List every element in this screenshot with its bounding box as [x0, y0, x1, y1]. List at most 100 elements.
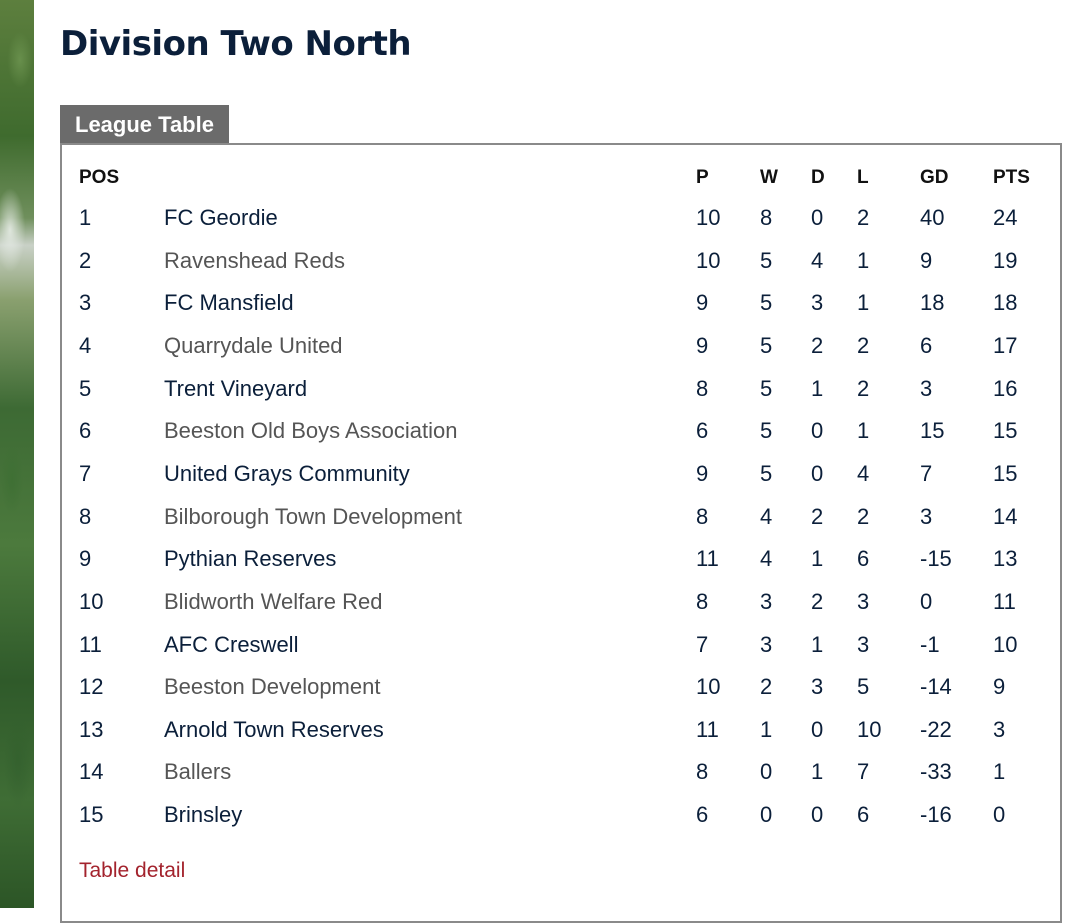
- header-drawn: D: [811, 167, 825, 188]
- cell-drawn: 3: [811, 674, 824, 700]
- cell-drawn: 1: [811, 631, 824, 657]
- cell-lost: 2: [857, 503, 870, 529]
- table-row: 9 Pythian Reserves 11 4 1 6 -15 13: [62, 544, 1060, 574]
- header-pos: POS: [79, 167, 120, 188]
- table-row: 13 Arnold Town Reserves 11 1 0 10 -22 3: [62, 715, 1060, 745]
- cell-points: 11: [993, 588, 1016, 614]
- cell-won: 4: [760, 503, 773, 529]
- cell-won: 2: [760, 674, 773, 700]
- cell-pos: 12: [79, 674, 104, 700]
- header-points: PTS: [993, 167, 1030, 188]
- cell-played: 9: [696, 290, 709, 316]
- table-row: 10 Blidworth Welfare Red 8 3 2 3 0 11: [62, 587, 1060, 617]
- cell-points: 16: [993, 375, 1018, 401]
- cell-won: 5: [760, 290, 773, 316]
- cell-drawn: 1: [811, 759, 824, 785]
- cell-team: AFC Creswell: [164, 631, 299, 657]
- cell-goal-difference: 40: [920, 205, 945, 230]
- cell-team: Trent Vineyard: [164, 375, 308, 401]
- cell-team: Arnold Town Reserves: [164, 716, 384, 742]
- cell-won: 1: [760, 716, 773, 742]
- cell-goal-difference: -1: [920, 631, 940, 657]
- cell-points: 3: [993, 716, 1006, 742]
- table-row: 1 FC Geordie 10 8 0 2 40 24: [62, 203, 1060, 233]
- cell-pos: 6: [79, 418, 92, 444]
- cell-lost: 2: [857, 205, 870, 230]
- cell-goal-difference: 7: [920, 460, 933, 486]
- cell-pos: 5: [79, 375, 92, 401]
- cell-drawn: 4: [811, 247, 824, 273]
- cell-played: 10: [696, 205, 721, 230]
- cell-played: 8: [696, 588, 709, 614]
- cell-pos: 2: [79, 247, 92, 273]
- cell-won: 5: [760, 375, 773, 401]
- cell-pos: 11: [79, 631, 102, 657]
- cell-lost: 1: [857, 418, 870, 444]
- header-lost: L: [857, 167, 869, 188]
- cell-lost: 1: [857, 290, 870, 316]
- cell-played: 8: [696, 375, 709, 401]
- cell-points: 18: [993, 290, 1018, 316]
- header-played: P: [696, 167, 709, 188]
- cell-goal-difference: 3: [920, 375, 933, 401]
- table-row: 6 Beeston Old Boys Association 6 5 0 1 15 15: [62, 416, 1060, 446]
- page-title: Division Two North: [60, 24, 412, 64]
- table-row: 2 Ravenshead Reds 10 5 4 1 9 19: [62, 246, 1060, 276]
- cell-won: 4: [760, 546, 773, 572]
- cell-goal-difference: 0: [920, 588, 933, 614]
- cell-goal-difference: -15: [920, 546, 952, 572]
- cell-played: 7: [696, 631, 709, 657]
- cell-points: 13: [993, 546, 1018, 572]
- cell-played: 9: [696, 460, 709, 486]
- cell-goal-difference: 9: [920, 247, 933, 273]
- table-detail-link[interactable]: Table detail: [79, 859, 186, 882]
- table-row: 12 Beeston Development 10 2 3 5 -14 9: [62, 672, 1060, 702]
- cell-lost: 6: [857, 802, 870, 828]
- cell-pos: 8: [79, 503, 92, 529]
- cell-team: Bilborough Town Development: [164, 503, 462, 529]
- cell-played: 8: [696, 503, 709, 529]
- table-row: 11 AFC Creswell 7 3 1 3 -1 10: [62, 630, 1060, 660]
- cell-lost: 3: [857, 631, 870, 657]
- cell-drawn: 2: [811, 503, 824, 529]
- cell-lost: 2: [857, 375, 870, 401]
- cell-played: 11: [696, 546, 719, 572]
- cell-team: Ballers: [164, 759, 232, 785]
- cell-team: Pythian Reserves: [164, 546, 337, 572]
- cell-points: 15: [993, 460, 1018, 486]
- cell-drawn: 3: [811, 290, 824, 316]
- cell-points: 17: [993, 332, 1018, 358]
- cell-lost: 10: [857, 716, 882, 742]
- cell-lost: 3: [857, 588, 870, 614]
- table-row: 7 United Grays Community 9 5 0 4 7 15: [62, 459, 1060, 489]
- cell-drawn: 0: [811, 802, 824, 828]
- cell-team: FC Mansfield: [164, 290, 294, 316]
- cell-won: 8: [760, 205, 773, 230]
- league-table-tab: League Table: [60, 105, 229, 144]
- cell-pos: 3: [79, 290, 92, 316]
- table-row: 8 Bilborough Town Development 8 4 2 2 3 14: [62, 502, 1060, 532]
- cell-points: 10: [993, 631, 1018, 657]
- table-row: 15 Brinsley 6 0 0 6 -16 0: [62, 800, 1060, 830]
- header-goal-difference: GD: [920, 167, 949, 188]
- cell-team: Ravenshead Reds: [164, 247, 346, 273]
- cell-played: 10: [696, 247, 721, 273]
- cell-played: 9: [696, 332, 709, 358]
- cell-won: 5: [760, 332, 773, 358]
- cell-drawn: 0: [811, 460, 824, 486]
- cell-points: 15: [993, 418, 1018, 444]
- cell-goal-difference: -22: [920, 716, 952, 742]
- cell-drawn: 0: [811, 716, 824, 742]
- cell-pos: 10: [79, 588, 104, 614]
- table-row: 14 Ballers 8 0 1 7 -33 1: [62, 757, 1060, 787]
- cell-drawn: 1: [811, 375, 824, 401]
- cell-goal-difference: 6: [920, 332, 933, 358]
- cell-played: 10: [696, 674, 721, 700]
- background-photo-strip: [0, 0, 34, 908]
- cell-won: 5: [760, 460, 773, 486]
- cell-won: 0: [760, 759, 773, 785]
- league-table: POS P W D L GD PTS 1 FC Geordie 10 8 0 2 40 24 2…: [60, 143, 1062, 923]
- cell-played: 11: [696, 716, 719, 742]
- header-won: W: [760, 167, 778, 188]
- cell-points: 1: [993, 759, 1006, 785]
